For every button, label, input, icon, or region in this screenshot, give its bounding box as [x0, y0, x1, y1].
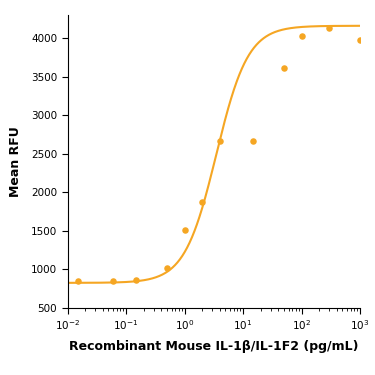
- Point: [217, 138, 223, 144]
- Point: [164, 265, 170, 271]
- Point: [182, 227, 188, 233]
- Point: [250, 138, 256, 144]
- Point: [199, 199, 205, 205]
- Point: [281, 65, 287, 71]
- Point: [357, 37, 363, 43]
- Y-axis label: Mean RFU: Mean RFU: [9, 126, 22, 196]
- Point: [110, 278, 116, 284]
- Point: [75, 278, 81, 284]
- Point: [326, 25, 332, 31]
- X-axis label: Recombinant Mouse IL-1β/IL-1F2 (pg/mL): Recombinant Mouse IL-1β/IL-1F2 (pg/mL): [69, 340, 358, 353]
- Point: [298, 33, 304, 39]
- Point: [133, 277, 139, 283]
